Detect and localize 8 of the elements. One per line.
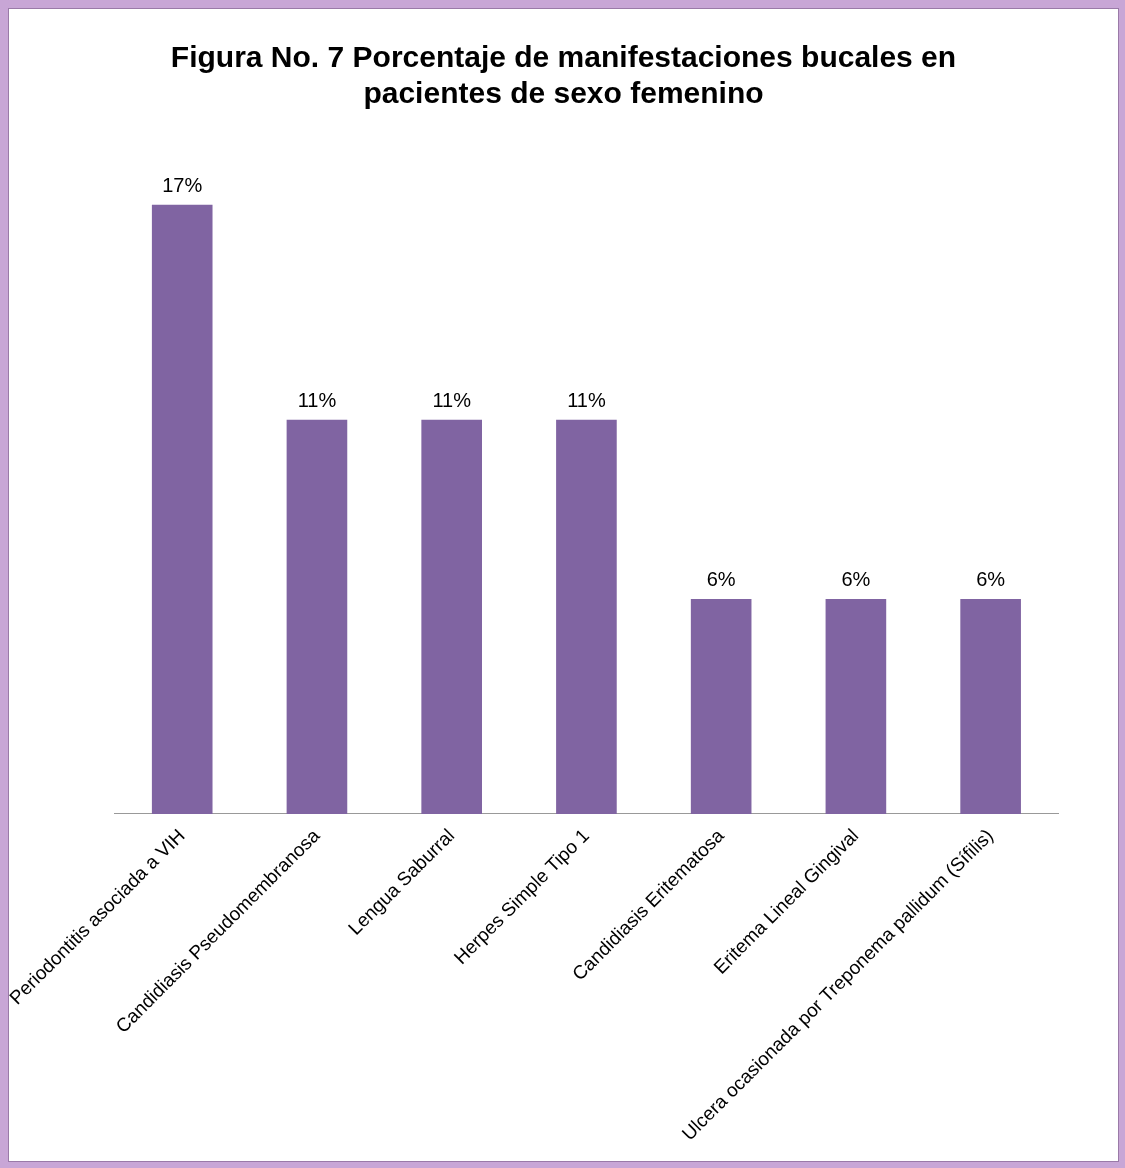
data-label: 11% <box>297 389 337 412</box>
data-label: 17% <box>162 174 203 197</box>
chart-title: Figura No. 7 Porcentaje de manifestaciones bucales en pacientes de sexo femenino <box>169 39 958 111</box>
data-label: 11% <box>567 389 606 412</box>
data-label: 6% <box>706 568 736 591</box>
data-label: 6% <box>841 568 871 591</box>
data-label: 11% <box>432 389 472 412</box>
data-label: 6% <box>976 568 1006 591</box>
